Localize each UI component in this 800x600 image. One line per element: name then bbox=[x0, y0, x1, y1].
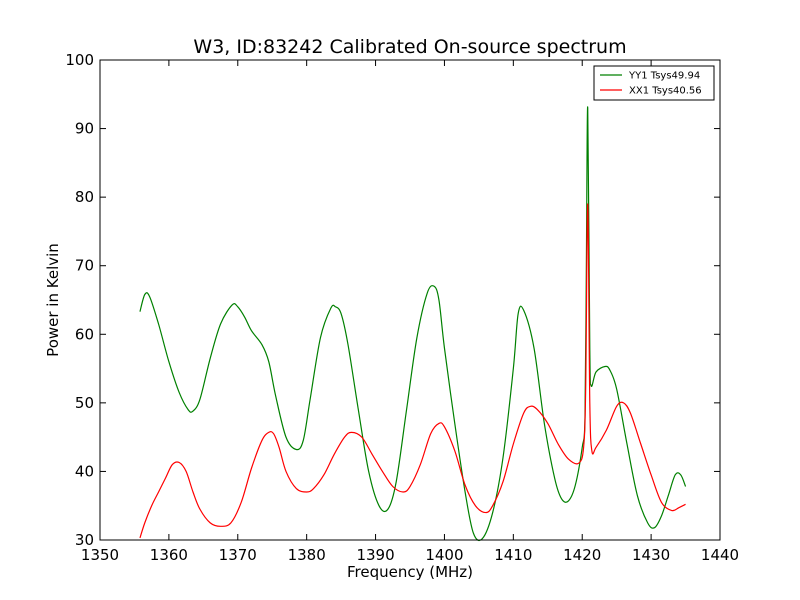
x-tick-label: 1430 bbox=[632, 546, 670, 564]
x-tick-label: 1380 bbox=[288, 546, 326, 564]
x-tick-label: 1350 bbox=[81, 546, 119, 564]
x-tick-label: 1390 bbox=[356, 546, 394, 564]
x-tick-label: 1440 bbox=[701, 546, 739, 564]
y-tick-label: 70 bbox=[75, 257, 94, 275]
legend-box bbox=[593, 65, 715, 101]
legend-label-yy1: YY1 Tsys49.94 bbox=[628, 71, 700, 82]
y-tick-label: 100 bbox=[65, 51, 94, 69]
x-axis-label: Frequency (MHz) bbox=[347, 563, 473, 581]
y-tick-label: 50 bbox=[75, 394, 94, 412]
series-layer bbox=[139, 106, 687, 542]
y-tick-label: 40 bbox=[75, 462, 94, 480]
plot-frame bbox=[99, 59, 721, 541]
x-tick-label: 1410 bbox=[494, 546, 532, 564]
legend-label-xx1: XX1 Tsys40.56 bbox=[629, 86, 702, 97]
x-tick-label: 1360 bbox=[150, 546, 188, 564]
y-tick-label: 90 bbox=[75, 120, 94, 138]
y-axis-label: Power in Kelvin bbox=[44, 243, 62, 357]
series-line-yy1 bbox=[139, 106, 687, 542]
series-line-xx1 bbox=[139, 203, 686, 539]
chart-title: W3, ID:83242 Calibrated On-source spectr… bbox=[193, 36, 626, 58]
x-tick-label: 1370 bbox=[219, 546, 257, 564]
y-tick-label: 30 bbox=[75, 531, 94, 549]
x-tick-label: 1420 bbox=[563, 546, 601, 564]
axis-ticks: 1350 1360 1370 1380 1390 1400 1410 1420 1430 1440… bbox=[65, 51, 739, 564]
y-tick-label: 80 bbox=[75, 188, 94, 206]
x-tick-label: 1400 bbox=[425, 546, 463, 564]
y-tick-label: 60 bbox=[75, 325, 94, 343]
legend: YY1 Tsys49.94 XX1 Tsys40.56 bbox=[593, 65, 715, 101]
